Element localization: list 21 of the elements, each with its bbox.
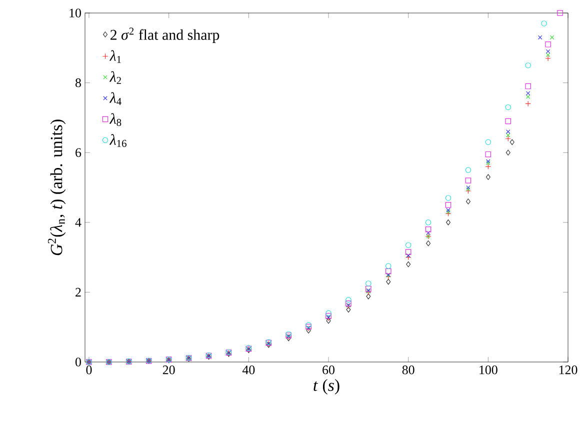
legend-label: λ$_{4}$ xyxy=(109,92,122,105)
x-tick-label: 60 xyxy=(322,366,334,374)
y-tick-label: 4 xyxy=(75,218,82,227)
x-tick-label: 120 xyxy=(559,366,578,374)
x-axis-title: t (s) xyxy=(314,379,340,394)
legend-label: λ$_{2}$ xyxy=(109,71,121,84)
y-tick-label: 8 xyxy=(76,78,81,88)
y-tick-label: 6 xyxy=(76,148,82,157)
x-tick-label: 40 xyxy=(242,366,255,374)
legend-label: λ$_{1}$ xyxy=(109,50,121,63)
y-tick-label: 0 xyxy=(76,358,81,366)
x-tick-label: 80 xyxy=(402,366,414,374)
legend-label: 2 σ$^{2}$ flat and sharp xyxy=(110,28,220,43)
legend-label: λ$_{8}$ xyxy=(109,113,122,126)
y-tick-label: 10 xyxy=(70,8,81,18)
x-tick-label: 100 xyxy=(480,366,498,374)
y-tick-label: 2 xyxy=(76,288,81,296)
y-axis-title: G$^{2}$(λ$_{n}$, t) (arb. units) xyxy=(48,120,66,256)
x-tick-label: 0 xyxy=(86,366,92,374)
x-tick-label: 20 xyxy=(162,366,175,374)
legend-label: λ$_{16}$ xyxy=(109,134,126,147)
